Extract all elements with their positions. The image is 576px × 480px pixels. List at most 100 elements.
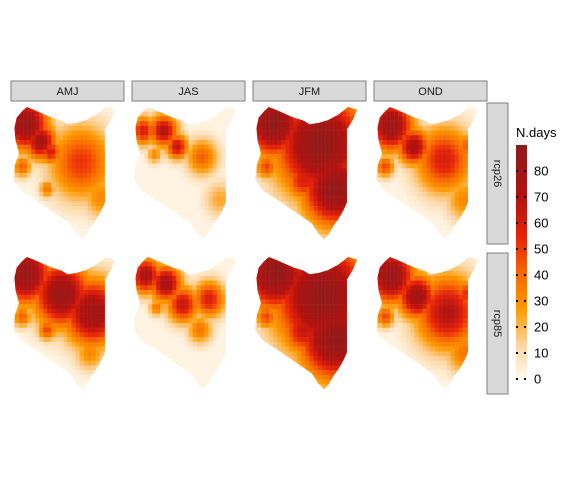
raster-cell — [414, 144, 419, 150]
raster-cell — [63, 308, 68, 314]
raster-cell — [212, 285, 217, 291]
raster-cell — [120, 140, 124, 145]
raster-cell — [269, 187, 274, 193]
raster-cell — [216, 308, 222, 314]
raster-cell — [103, 327, 109, 333]
raster-cell — [200, 370, 205, 376]
raster-cell — [265, 173, 270, 178]
raster-cell — [13, 356, 16, 361]
raster-cell — [184, 365, 189, 371]
raster-cell — [442, 191, 447, 197]
raster-cell — [35, 215, 40, 221]
raster-cell — [144, 308, 149, 314]
raster-cell — [232, 154, 237, 160]
raster-cell — [305, 261, 310, 267]
raster-cell — [317, 135, 322, 141]
raster-cell — [107, 144, 113, 150]
raster-cell — [398, 224, 403, 230]
raster-cell — [120, 112, 124, 117]
raster-cell — [192, 308, 197, 314]
raster-cell — [321, 130, 326, 136]
raster-cell — [120, 262, 124, 267]
raster-cell — [39, 356, 44, 361]
raster-cell — [107, 215, 113, 221]
raster-cell — [305, 182, 310, 188]
raster-cell — [390, 210, 395, 216]
raster-cell — [95, 144, 101, 150]
raster-cell — [406, 163, 411, 169]
raster-cell — [341, 168, 347, 174]
raster-cell — [426, 163, 431, 169]
raster-cell — [434, 196, 439, 202]
raster-cell — [257, 285, 262, 291]
raster-cell — [87, 370, 92, 376]
raster-cell — [87, 384, 92, 389]
raster-cell — [87, 224, 92, 230]
raster-cell — [63, 201, 68, 207]
raster-cell — [289, 196, 294, 202]
raster-cell — [152, 163, 157, 169]
raster-cell — [434, 135, 439, 141]
raster-cell — [341, 201, 347, 207]
raster-cell — [63, 304, 68, 310]
raster-cell — [317, 130, 322, 136]
raster-cell — [168, 304, 173, 310]
raster-cell — [43, 356, 48, 361]
raster-cell — [134, 341, 137, 347]
raster-cell — [19, 266, 24, 272]
raster-cell — [212, 196, 217, 202]
raster-cell — [337, 130, 343, 136]
strip-jfm: JFM — [252, 80, 367, 102]
raster-cell — [430, 220, 435, 226]
raster-cell — [23, 351, 28, 357]
raster-cell — [237, 126, 241, 131]
raster-cell — [434, 121, 439, 127]
raster-cell — [376, 220, 379, 226]
raster-cell — [107, 379, 113, 385]
raster-cell — [337, 173, 343, 178]
raster-cell — [99, 224, 105, 230]
raster-cell — [208, 215, 213, 221]
raster-cell — [297, 125, 302, 131]
raster-cell — [277, 125, 282, 131]
raster-cell — [382, 168, 387, 174]
raster-cell — [140, 294, 145, 300]
raster-cell — [402, 140, 407, 145]
raster-cell — [289, 234, 294, 239]
raster-cell — [160, 182, 165, 188]
raster-cell — [152, 327, 157, 333]
raster-cell — [277, 154, 282, 160]
raster-cell — [232, 125, 237, 131]
raster-cell — [297, 154, 302, 160]
raster-cell — [19, 163, 24, 169]
raster-cell — [305, 125, 310, 131]
raster-cell — [376, 173, 379, 178]
raster-cell — [277, 257, 282, 262]
raster-cell — [103, 149, 109, 155]
raster-cell — [398, 206, 403, 211]
raster-cell — [255, 206, 258, 211]
raster-cell — [103, 351, 109, 357]
raster-cell — [15, 191, 20, 197]
raster-cell — [454, 206, 459, 211]
raster-cell — [140, 182, 145, 188]
raster-cell — [208, 275, 213, 281]
raster-cell — [418, 149, 423, 155]
raster-cell — [313, 149, 318, 155]
raster-cell — [148, 356, 153, 361]
raster-cell — [255, 144, 258, 150]
raster-cell — [111, 299, 116, 305]
raster-cell — [208, 196, 213, 202]
raster-cell — [454, 135, 459, 141]
raster-cell — [31, 271, 36, 277]
raster-cell — [152, 158, 157, 164]
raster-cell — [51, 327, 56, 333]
raster-cell — [71, 125, 76, 131]
raster-cell — [422, 220, 427, 226]
raster-cell — [111, 370, 116, 376]
raster-cell — [160, 191, 165, 197]
raster-cell — [23, 196, 28, 202]
raster-cell — [414, 196, 419, 202]
raster-cell — [152, 116, 157, 122]
